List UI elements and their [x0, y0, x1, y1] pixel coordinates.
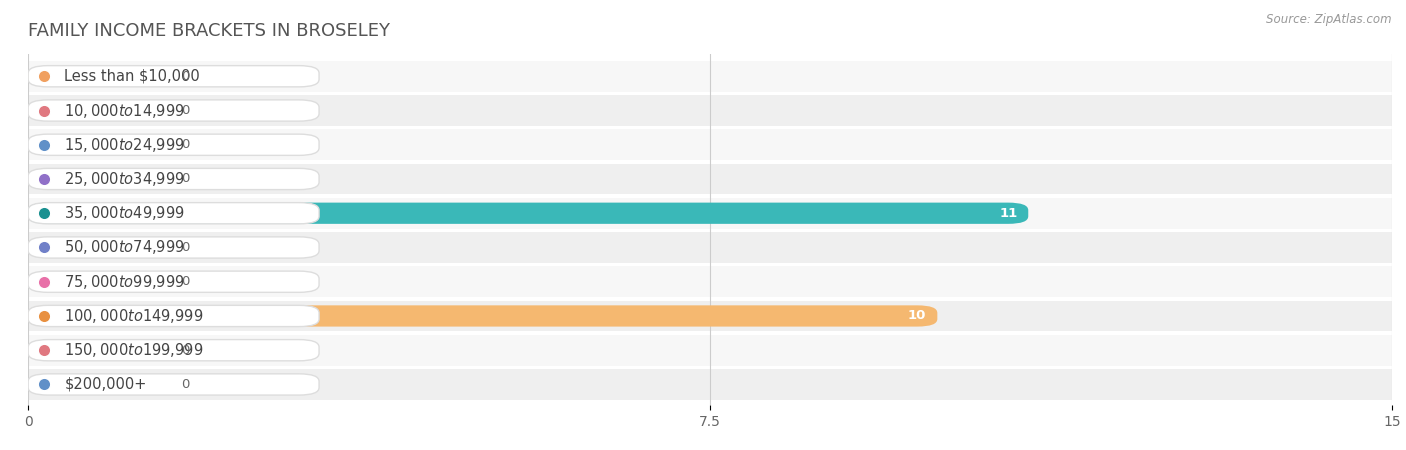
- Text: 0: 0: [181, 241, 190, 254]
- Text: 0: 0: [181, 344, 190, 357]
- FancyBboxPatch shape: [28, 100, 319, 121]
- Bar: [28, 232, 1392, 263]
- FancyBboxPatch shape: [28, 136, 165, 153]
- Text: 0: 0: [181, 104, 190, 117]
- Text: $75,000 to $99,999: $75,000 to $99,999: [65, 273, 186, 291]
- FancyBboxPatch shape: [28, 376, 165, 393]
- FancyBboxPatch shape: [28, 102, 165, 119]
- Text: $15,000 to $24,999: $15,000 to $24,999: [65, 136, 186, 154]
- FancyBboxPatch shape: [28, 202, 1028, 224]
- Text: $200,000+: $200,000+: [65, 377, 146, 392]
- Text: $50,000 to $74,999: $50,000 to $74,999: [65, 238, 186, 256]
- FancyBboxPatch shape: [28, 237, 319, 258]
- Text: 0: 0: [181, 275, 190, 288]
- FancyBboxPatch shape: [28, 134, 319, 155]
- Text: $100,000 to $149,999: $100,000 to $149,999: [65, 307, 204, 325]
- Bar: [28, 369, 1392, 400]
- Bar: [28, 301, 1392, 331]
- Bar: [28, 198, 1392, 229]
- FancyBboxPatch shape: [28, 340, 319, 361]
- Text: 11: 11: [1000, 207, 1018, 220]
- Text: 0: 0: [181, 138, 190, 151]
- Text: FAMILY INCOME BRACKETS IN BROSELEY: FAMILY INCOME BRACKETS IN BROSELEY: [28, 22, 389, 40]
- Text: 0: 0: [181, 378, 190, 391]
- Bar: [28, 61, 1392, 92]
- FancyBboxPatch shape: [28, 168, 319, 189]
- FancyBboxPatch shape: [28, 271, 319, 292]
- Bar: [28, 266, 1392, 297]
- FancyBboxPatch shape: [28, 66, 319, 87]
- FancyBboxPatch shape: [28, 238, 165, 256]
- Bar: [28, 129, 1392, 160]
- Text: $10,000 to $14,999: $10,000 to $14,999: [65, 102, 186, 120]
- Text: Source: ZipAtlas.com: Source: ZipAtlas.com: [1267, 14, 1392, 27]
- FancyBboxPatch shape: [28, 306, 938, 327]
- Text: $35,000 to $49,999: $35,000 to $49,999: [65, 204, 186, 222]
- Text: $150,000 to $199,999: $150,000 to $199,999: [65, 341, 204, 359]
- FancyBboxPatch shape: [28, 202, 319, 224]
- Text: 0: 0: [181, 70, 190, 83]
- FancyBboxPatch shape: [28, 273, 165, 291]
- Text: Less than $10,000: Less than $10,000: [65, 69, 200, 84]
- FancyBboxPatch shape: [28, 170, 165, 188]
- FancyBboxPatch shape: [28, 306, 319, 327]
- Text: 10: 10: [908, 310, 927, 323]
- Bar: [28, 95, 1392, 126]
- Bar: [28, 164, 1392, 194]
- FancyBboxPatch shape: [28, 341, 165, 359]
- FancyBboxPatch shape: [28, 68, 165, 85]
- Bar: [28, 335, 1392, 365]
- FancyBboxPatch shape: [28, 374, 319, 395]
- Text: $25,000 to $34,999: $25,000 to $34,999: [65, 170, 186, 188]
- Text: 0: 0: [181, 172, 190, 185]
